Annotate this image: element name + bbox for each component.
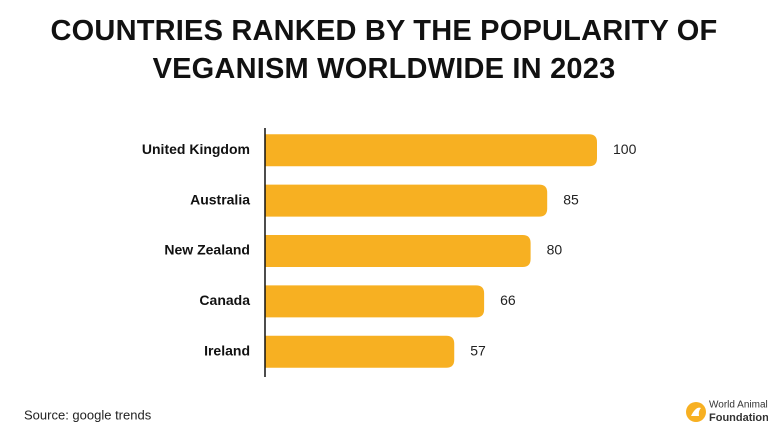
- value-label: 100: [613, 141, 637, 157]
- y-tick-label: Australia: [190, 191, 250, 207]
- y-tick-label: United Kingdom: [142, 141, 250, 157]
- value-label: 80: [547, 242, 563, 258]
- value-label: 57: [470, 343, 486, 359]
- bar: [265, 335, 455, 368]
- bar: [265, 285, 485, 318]
- bar: [265, 184, 548, 217]
- y-tick-label: New Zealand: [164, 242, 250, 258]
- chart-title: COUNTRIES RANKED BY THE POPULARITY OF VE…: [50, 15, 718, 85]
- source: Source: google trends: [24, 407, 152, 422]
- bar: [265, 134, 597, 167]
- logo-text: World Animal: [709, 400, 768, 411]
- bar: [265, 235, 531, 267]
- logo: World Animal Foundation: [686, 400, 768, 424]
- value-label: 66: [500, 292, 516, 308]
- logo-icon-detail: [691, 407, 701, 416]
- y-tick-label: Ireland: [204, 343, 250, 359]
- value-label: 85: [563, 191, 579, 207]
- y-tick-label: Canada: [199, 292, 250, 308]
- logo-text: Foundation: [709, 412, 768, 424]
